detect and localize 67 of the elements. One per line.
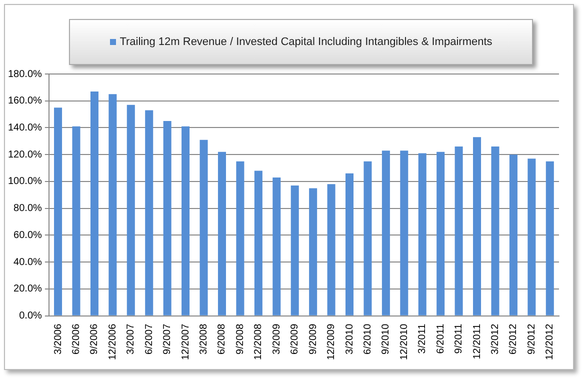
bar	[218, 152, 226, 316]
bar	[126, 104, 135, 316]
x-tick-label: 3/2008	[198, 323, 210, 354]
x-tick-label: 6/2006	[70, 323, 82, 354]
bar	[145, 110, 154, 316]
bar	[546, 161, 554, 316]
bar	[272, 177, 281, 316]
x-tick-label: 12/2008	[253, 323, 264, 360]
x-tick-label: 3/2009	[271, 323, 282, 354]
bar	[418, 153, 426, 316]
x-tick-label: 9/2009	[308, 323, 319, 354]
x-tick-label: 12/2011	[472, 323, 483, 360]
y-tick-label: 80.0%	[14, 203, 42, 214]
y-tick-label: 0.0%	[19, 310, 42, 322]
bar	[108, 94, 117, 316]
bar	[491, 146, 500, 316]
y-tick-label: 160.0%	[8, 96, 42, 107]
x-tick-label: 3/2007	[126, 323, 137, 354]
bar	[54, 108, 62, 316]
x-tick-label: 9/2010	[380, 323, 392, 354]
x-tick-label: 3/2006	[52, 323, 64, 354]
x-tick-label: 6/2012	[508, 323, 520, 354]
legend-label: Trailing 12m Revenue / Invested Capital Including Intangibles & Impairments	[118, 36, 492, 48]
x-tick-label: 6/2007	[144, 323, 155, 354]
x-tick-label: 6/2010	[362, 323, 374, 354]
bar	[254, 170, 262, 316]
bar	[400, 150, 408, 316]
x-tick-label: 9/2011	[454, 323, 465, 354]
bar	[182, 126, 190, 316]
x-tick-label: 12/2010	[398, 323, 410, 360]
bar	[345, 173, 354, 316]
bar	[454, 146, 463, 316]
x-tick-label: 12/2009	[326, 323, 338, 360]
bar	[382, 150, 390, 316]
bar	[473, 137, 482, 316]
x-tick-label: 3/2012	[490, 323, 501, 354]
bar	[364, 161, 372, 316]
bar	[236, 161, 244, 316]
bar	[509, 154, 518, 316]
x-tick-label: 9/2006	[89, 323, 100, 354]
y-tick-label: 120.0%	[8, 149, 42, 160]
y-tick-label: 20.0%	[14, 284, 42, 295]
x-tick-label: 6/2009	[290, 323, 301, 354]
bar	[309, 188, 318, 316]
y-tick-label: 100.0%	[8, 176, 42, 188]
x-tick-label: 3/2010	[344, 323, 356, 354]
x-tick-label: 12/2006	[107, 323, 118, 360]
bar	[436, 152, 445, 316]
bar	[200, 140, 208, 316]
x-tick-label: 9/2008	[234, 323, 246, 354]
x-tick-label: 3/2011	[417, 323, 428, 354]
x-tick-label: 6/2008	[216, 323, 228, 354]
x-tick-label: 9/2012	[526, 323, 538, 354]
x-tick-label: 12/2012	[544, 323, 556, 360]
y-tick-label: 180.0%	[8, 68, 42, 80]
bar	[528, 158, 536, 316]
bar	[290, 186, 299, 316]
bar	[72, 126, 80, 316]
x-tick-label: 6/2011	[435, 323, 446, 354]
bar	[90, 91, 98, 316]
bar	[327, 184, 336, 316]
y-tick-label: 40.0%	[14, 256, 42, 268]
bar	[163, 121, 172, 316]
y-tick-label: 140.0%	[8, 122, 42, 134]
y-tick-label: 60.0%	[14, 230, 42, 241]
x-tick-label: 12/2007	[180, 323, 192, 360]
x-tick-label: 9/2007	[162, 323, 174, 354]
